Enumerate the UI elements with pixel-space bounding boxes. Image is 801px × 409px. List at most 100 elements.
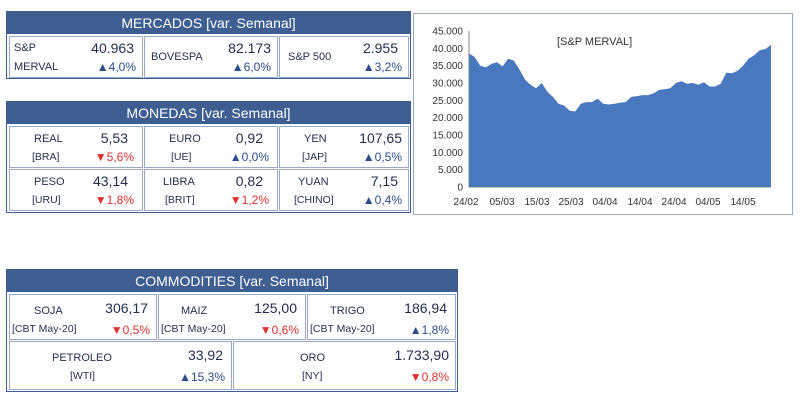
chart-title: [S&P MERVAL] xyxy=(557,36,632,48)
up-arrow-icon: ▲ xyxy=(409,323,422,337)
moneda-item-yen: YEN [JAP] 107,65 ▲0,5% xyxy=(279,126,409,168)
item-change-value: 5,6% xyxy=(106,150,134,164)
x-tick-label: 04/05 xyxy=(695,197,720,208)
item-name: PETROLEO xyxy=(52,352,112,364)
item-change: ▼0,8% xyxy=(410,370,449,384)
item-code: [CBT May-20] xyxy=(161,323,226,335)
item-value: 2.955 xyxy=(362,40,398,56)
item-change: ▼0,6% xyxy=(260,323,299,337)
monedas-title: MONEDAS [var. Semanal] xyxy=(7,102,410,124)
y-tick-label: 25.000 xyxy=(432,96,463,107)
up-arrow-icon: ▲ xyxy=(231,60,244,74)
y-tick-label: 35.000 xyxy=(432,61,463,72)
monedas-panel: MONEDAS [var. Semanal] REAL [BRA] 5,53 ▼… xyxy=(6,101,411,213)
item-change-value: 1,8% xyxy=(106,193,134,207)
item-value: 1.733,90 xyxy=(394,347,450,363)
down-arrow-icon: ▼ xyxy=(94,193,107,207)
item-name: S&P 500 xyxy=(288,51,332,63)
item-code: [BRA] xyxy=(32,151,60,163)
y-tick-label: 30.000 xyxy=(432,79,463,90)
item-value: 7,15 xyxy=(370,173,398,189)
x-tick-label: 04/04 xyxy=(592,197,617,208)
item-change-value: 0,8% xyxy=(421,370,449,384)
item-name: MAIZ xyxy=(181,305,208,317)
item-value: 107,65 xyxy=(359,130,402,146)
mercados-item-bovespa: BOVESPA 82.173 ▲6,0% xyxy=(144,36,278,78)
down-arrow-icon: ▼ xyxy=(409,370,422,384)
up-arrow-icon: ▲ xyxy=(362,193,375,207)
y-tick-label: 45.000 xyxy=(432,27,463,38)
item-change: ▲1,8% xyxy=(410,323,449,337)
item-name: S&P xyxy=(14,42,37,54)
item-change: ▲3,2% xyxy=(363,60,402,74)
item-code: [WTI] xyxy=(70,370,96,382)
y-tick-label: 5.000 xyxy=(438,165,463,176)
item-change-value: 6,0% xyxy=(243,60,271,74)
mercados-title: MERCADOS [var. Semanal] xyxy=(7,12,410,34)
item-code: [CHINO] xyxy=(294,194,334,206)
item-change: ▲0,0% xyxy=(230,150,269,164)
item-name: LIBRA xyxy=(163,176,195,188)
commodities-panel: COMMODITIES [var. Semanal] SOJA [CBT May… xyxy=(6,269,458,392)
down-arrow-icon: ▼ xyxy=(110,323,123,337)
x-tick-label: 14/04 xyxy=(627,197,652,208)
commodity-item-oro: ORO [NY] 1.733,90 ▼0,8% xyxy=(233,341,456,390)
item-change: ▼1,2% xyxy=(230,193,269,207)
item-change: ▼1,8% xyxy=(95,193,134,207)
down-arrow-icon: ▼ xyxy=(259,323,272,337)
up-arrow-icon: ▲ xyxy=(362,150,375,164)
item-change-value: 1,2% xyxy=(241,193,269,207)
y-tick-label: 15.000 xyxy=(432,131,463,142)
x-tick-label: 05/03 xyxy=(489,197,514,208)
item-change: ▲6,0% xyxy=(232,60,271,74)
down-arrow-icon: ▼ xyxy=(94,150,107,164)
item-value: 33,92 xyxy=(187,347,223,363)
y-tick-label: 10.000 xyxy=(432,148,463,159)
y-tick-label: 40.000 xyxy=(432,44,463,55)
item-change: ▲0,4% xyxy=(363,193,402,207)
item-name: YEN xyxy=(304,133,327,145)
moneda-item-euro: EURO [UE] 0,92 ▲0,0% xyxy=(144,126,278,168)
up-arrow-icon: ▲ xyxy=(362,60,375,74)
sp-merval-chart: [S&P MERVAL] 0 5.000 10.000 15.000 20.000 25.… xyxy=(413,13,793,215)
x-tick-label: 15/03 xyxy=(524,197,549,208)
moneda-item-peso: PESO [URU] 43,14 ▼1,8% xyxy=(9,169,143,211)
item-value: 43,14 xyxy=(92,173,128,189)
x-tick-label: 24/02 xyxy=(453,197,478,208)
y-tick-label: 0 xyxy=(457,183,463,194)
item-change-value: 1,8% xyxy=(421,323,449,337)
item-code: [NY] xyxy=(302,370,323,382)
up-arrow-icon: ▲ xyxy=(179,370,191,384)
mercados-item-sp500: S&P 500 2.955 ▲3,2% xyxy=(279,36,409,78)
item-name: YUAN xyxy=(298,176,329,188)
item-name: TRIGO xyxy=(330,305,365,317)
commodity-item-soja: SOJA [CBT May-20] 306,17 ▼0,5% xyxy=(9,294,157,340)
item-name-line2: MERVAL xyxy=(14,61,59,73)
item-name: BOVESPA xyxy=(151,51,203,63)
x-tick-label: 24/04 xyxy=(661,197,686,208)
item-value: 186,94 xyxy=(404,300,447,316)
item-change-value: 4,0% xyxy=(108,60,136,74)
commodity-item-trigo: TRIGO [CBT May-20] 186,94 ▲1,8% xyxy=(307,294,456,340)
mercados-item-sp-merval: S&P MERVAL 40.963 ▲4,0% xyxy=(9,36,143,78)
y-tick-label: 20.000 xyxy=(432,113,463,124)
sp-merval-chart-svg: [S&P MERVAL] 0 5.000 10.000 15.000 20.000 25.… xyxy=(432,27,771,208)
item-change-value: 3,2% xyxy=(374,60,402,74)
item-change: ▲15,3% xyxy=(179,370,225,384)
item-code: [UE] xyxy=(171,151,192,163)
down-arrow-icon: ▼ xyxy=(229,193,242,207)
item-value: 40.963 xyxy=(91,40,134,56)
item-name: ORO xyxy=(300,352,326,364)
item-code: [URU] xyxy=(32,194,61,206)
item-change-value: 0,4% xyxy=(374,193,402,207)
item-value: 125,00 xyxy=(254,300,297,316)
item-value: 82.173 xyxy=(228,40,271,56)
series-area xyxy=(469,44,771,188)
x-tick-label: 14/05 xyxy=(730,197,755,208)
item-code: [CBT May-20] xyxy=(310,323,375,335)
item-name: EURO xyxy=(169,133,201,145)
item-name: REAL xyxy=(34,133,63,145)
item-code: [JAP] xyxy=(302,151,328,163)
commodity-item-petroleo: PETROLEO [WTI] 33,92 ▲15,3% xyxy=(9,341,232,390)
item-code: [CBT May-20] xyxy=(12,323,77,335)
